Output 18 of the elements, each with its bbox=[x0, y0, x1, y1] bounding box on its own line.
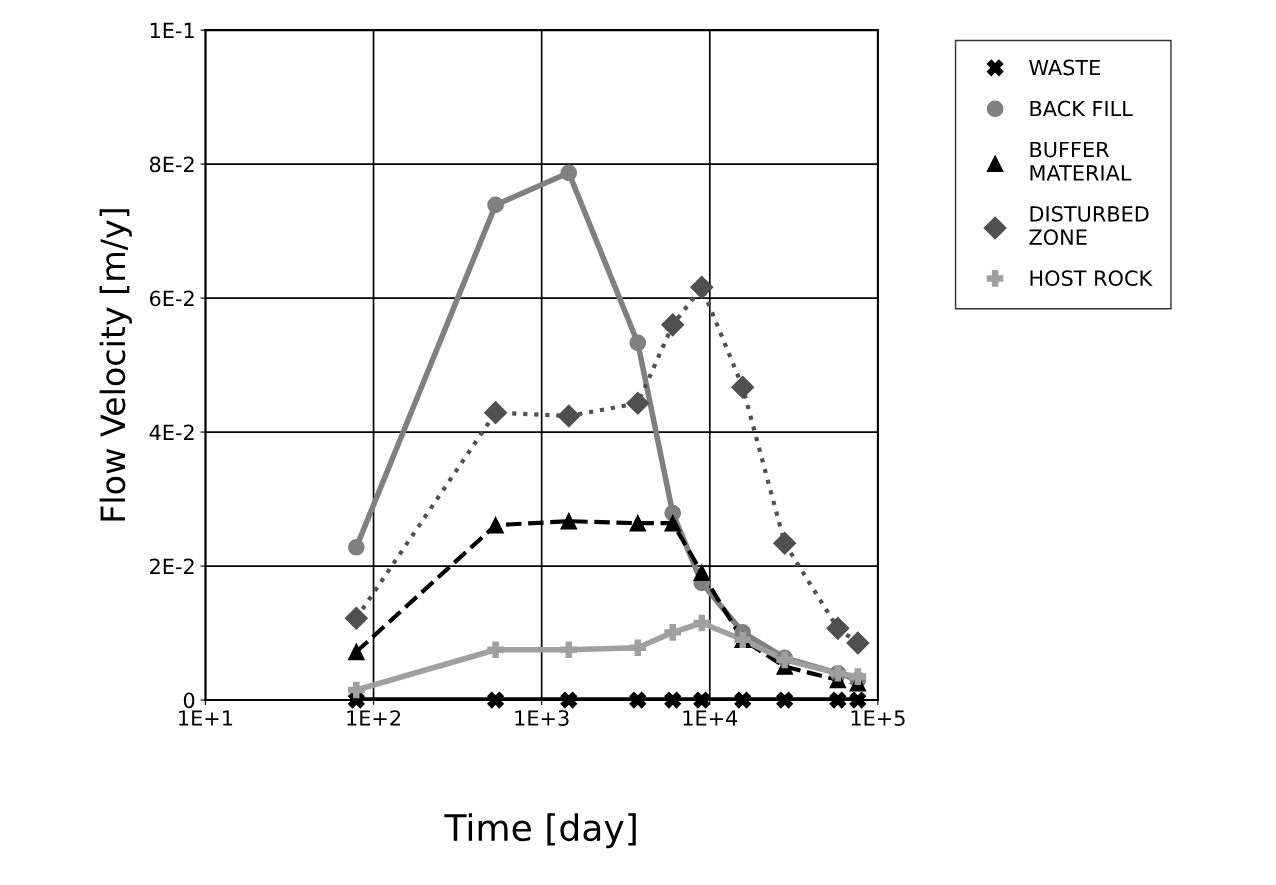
legend-label: WASTE bbox=[1029, 59, 1100, 76]
y-tick-label: 0 bbox=[183, 692, 195, 709]
y-tick-label: 1E-1 bbox=[150, 22, 194, 39]
y-tick-label: 6E-2 bbox=[149, 290, 194, 307]
x-axis-title: Time [day] bbox=[444, 813, 636, 849]
y-tick-label: 8E-2 bbox=[149, 156, 194, 173]
x-tick-label: 1E+2 bbox=[347, 710, 401, 726]
legend-label: DISTURBED ZONE bbox=[1029, 205, 1149, 246]
x-tick-label: 1E+1 bbox=[179, 710, 233, 726]
y-tick-label: 4E-2 bbox=[149, 424, 194, 440]
legend-label: HOST ROCK bbox=[1030, 270, 1153, 287]
y-tick-label: 2E-2 bbox=[150, 558, 194, 574]
legend-label: BACK FILL bbox=[1030, 100, 1133, 117]
x-tick-label: 1E+3 bbox=[515, 710, 569, 726]
legend-label: BUFFER MATERIAL bbox=[1030, 141, 1132, 181]
x-tick-label: 1E+4 bbox=[683, 710, 738, 726]
y-axis-title: Flow Velocity [m/y] bbox=[99, 209, 132, 521]
x-tick-label: 1E+5 bbox=[851, 710, 905, 726]
